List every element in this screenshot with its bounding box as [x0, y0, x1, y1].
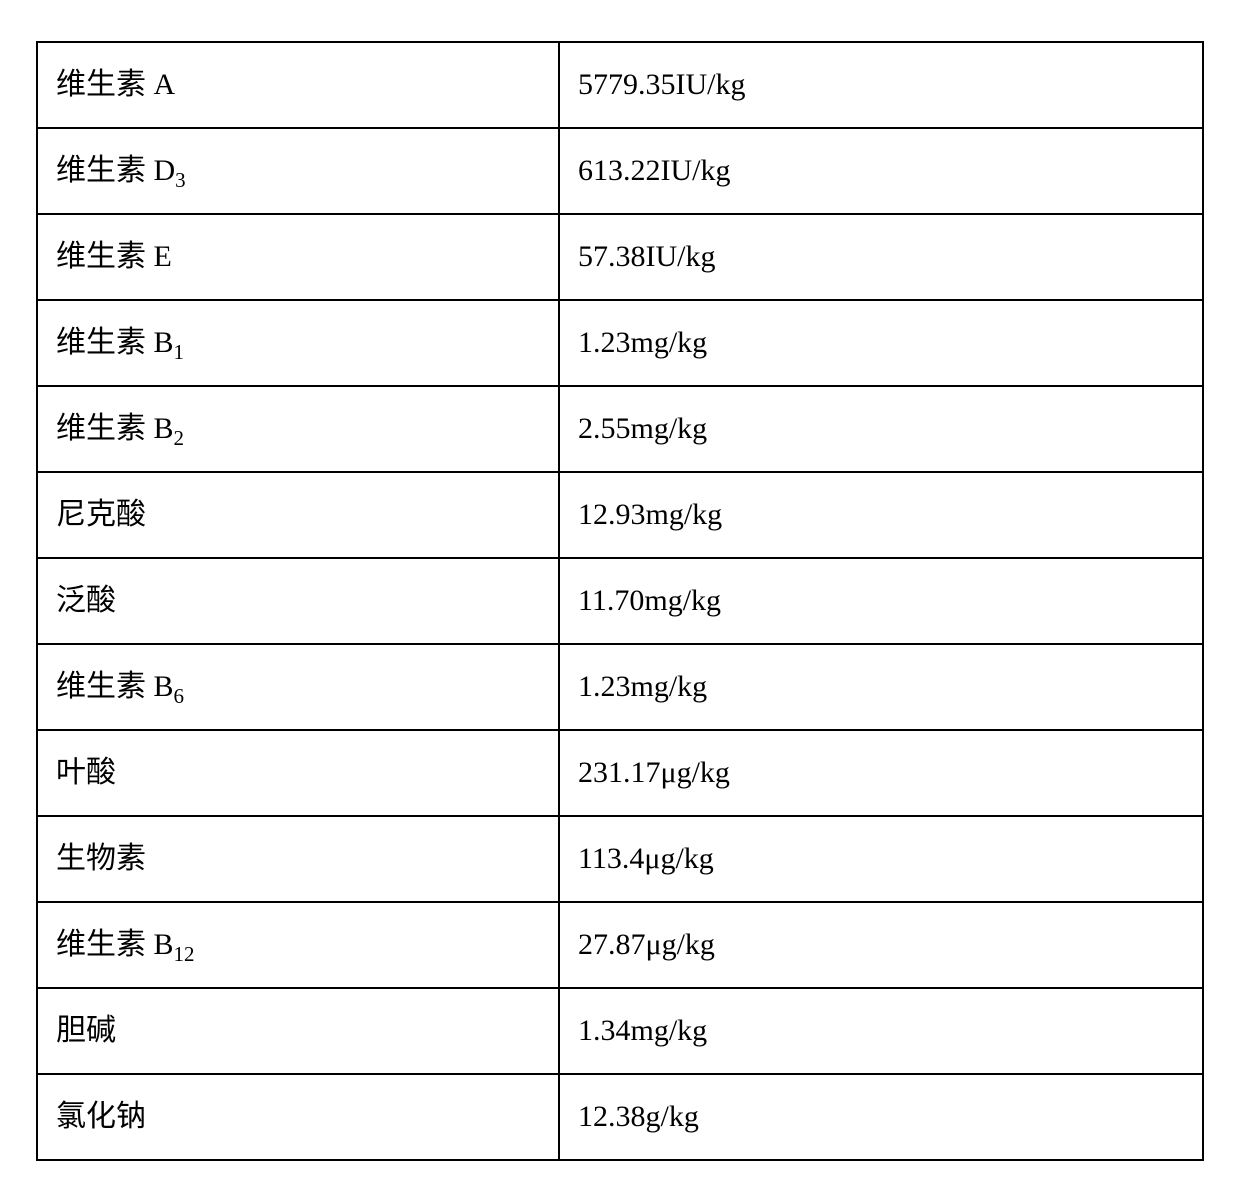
- nutrient-value: 12.93mg/kg: [559, 472, 1203, 558]
- nutrient-value: 2.55mg/kg: [559, 386, 1203, 472]
- nutrient-label: 维生素 B2: [37, 386, 559, 472]
- nutrient-label: 尼克酸: [37, 472, 559, 558]
- nutrient-label: 维生素 A: [37, 42, 559, 128]
- nutrient-value: 57.38IU/kg: [559, 214, 1203, 300]
- nutrient-value: 231.17μg/kg: [559, 730, 1203, 816]
- table-row: 氯化钠12.38g/kg: [37, 1074, 1203, 1160]
- vitamin-table: 维生素 A5779.35IU/kg维生素 D3613.22IU/kg维生素 E5…: [36, 41, 1204, 1161]
- nutrient-label: 维生素 B1: [37, 300, 559, 386]
- nutrient-label: 泛酸: [37, 558, 559, 644]
- nutrient-label: 胆碱: [37, 988, 559, 1074]
- nutrient-label: 维生素 B12: [37, 902, 559, 988]
- table-row: 维生素 B61.23mg/kg: [37, 644, 1203, 730]
- vitamin-table-body: 维生素 A5779.35IU/kg维生素 D3613.22IU/kg维生素 E5…: [37, 42, 1203, 1160]
- table-row: 维生素 A5779.35IU/kg: [37, 42, 1203, 128]
- table-row: 维生素 D3613.22IU/kg: [37, 128, 1203, 214]
- nutrient-value: 5779.35IU/kg: [559, 42, 1203, 128]
- nutrient-value: 1.23mg/kg: [559, 644, 1203, 730]
- table-row: 生物素113.4μg/kg: [37, 816, 1203, 902]
- nutrient-value: 11.70mg/kg: [559, 558, 1203, 644]
- table-row: 维生素 B1227.87μg/kg: [37, 902, 1203, 988]
- table-row: 维生素 B11.23mg/kg: [37, 300, 1203, 386]
- nutrient-label: 维生素 B6: [37, 644, 559, 730]
- nutrient-value: 1.23mg/kg: [559, 300, 1203, 386]
- nutrient-value: 27.87μg/kg: [559, 902, 1203, 988]
- table-row: 叶酸231.17μg/kg: [37, 730, 1203, 816]
- nutrient-label: 生物素: [37, 816, 559, 902]
- nutrient-value: 113.4μg/kg: [559, 816, 1203, 902]
- nutrient-label: 维生素 E: [37, 214, 559, 300]
- nutrient-label: 维生素 D3: [37, 128, 559, 214]
- table-row: 维生素 B22.55mg/kg: [37, 386, 1203, 472]
- nutrient-label: 氯化钠: [37, 1074, 559, 1160]
- table-row: 胆碱1.34mg/kg: [37, 988, 1203, 1074]
- table-row: 尼克酸12.93mg/kg: [37, 472, 1203, 558]
- nutrient-value: 1.34mg/kg: [559, 988, 1203, 1074]
- nutrient-value: 613.22IU/kg: [559, 128, 1203, 214]
- nutrient-value: 12.38g/kg: [559, 1074, 1203, 1160]
- nutrient-label: 叶酸: [37, 730, 559, 816]
- table-row: 泛酸11.70mg/kg: [37, 558, 1203, 644]
- table-row: 维生素 E57.38IU/kg: [37, 214, 1203, 300]
- page-wrap: 维生素 A5779.35IU/kg维生素 D3613.22IU/kg维生素 E5…: [0, 0, 1240, 1201]
